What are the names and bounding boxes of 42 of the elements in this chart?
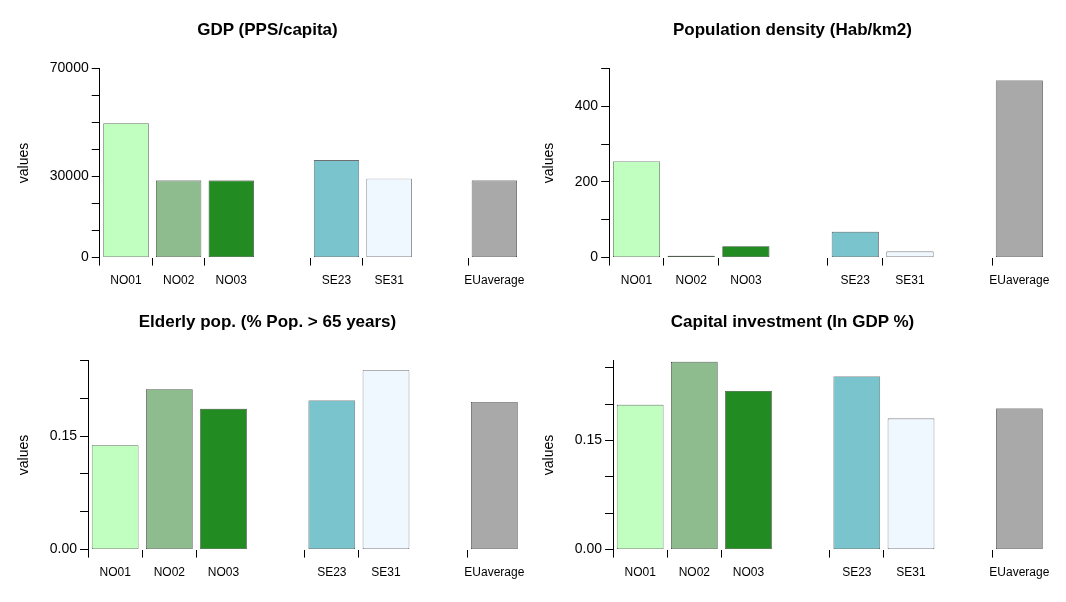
- x-tick-label: NO02: [162, 273, 195, 288]
- x-tick-label: SE23: [321, 273, 352, 288]
- y-tick-label: 0.00: [574, 540, 603, 557]
- y-tick-label: 0.00: [49, 540, 78, 557]
- x-tick-label: EUaverage: [989, 565, 1050, 580]
- x-tick-label: NO03: [207, 565, 240, 580]
- y-axis-title: values: [540, 434, 557, 476]
- x-tick-label: SE31: [374, 273, 405, 288]
- x-tick-label: SE31: [895, 273, 925, 288]
- chart-title: GDP (PPS/capita): [197, 19, 338, 39]
- y-axis-title: values: [540, 142, 557, 184]
- x-tick-label: NO03: [730, 273, 762, 288]
- x-tick-label: SE31: [896, 565, 927, 580]
- x-tick-label: NO01: [99, 565, 132, 580]
- chart-title: Capital investment (In GDP %): [670, 311, 915, 331]
- y-axis-title: values: [15, 142, 32, 184]
- y-tick-label: 0: [590, 248, 599, 265]
- x-tick-label: NO01: [624, 565, 657, 580]
- y-tick-label: 400: [574, 97, 599, 114]
- x-tick-label: SE23: [840, 273, 871, 288]
- y-tick-label: 0.15: [49, 426, 78, 443]
- y-tick-label: 200: [574, 172, 599, 189]
- chart-title: Elderly pop. (% Pop. > 65 years): [138, 311, 397, 331]
- x-tick-label: NO03: [732, 565, 765, 580]
- x-tick-label: SE31: [371, 565, 402, 580]
- x-tick-label: SE23: [317, 565, 347, 580]
- x-tick-label: NO03: [215, 273, 248, 288]
- y-tick-label: 0: [80, 248, 89, 265]
- x-tick-label: SE23: [842, 565, 872, 580]
- x-tick-label: EUaverage: [989, 273, 1050, 288]
- y-tick-label: 30000: [49, 167, 89, 184]
- y-axis-title: values: [15, 434, 32, 476]
- chart-title: Population density (Hab/km2): [673, 19, 912, 39]
- x-tick-label: NO01: [620, 273, 653, 288]
- x-tick-label: NO02: [153, 565, 186, 580]
- x-tick-label: NO02: [678, 565, 711, 580]
- y-tick-label: 70000: [49, 59, 89, 76]
- x-tick-label: EUaverage: [464, 273, 525, 288]
- y-tick-label: 0.15: [574, 431, 603, 448]
- x-tick-label: NO01: [110, 273, 143, 288]
- x-tick-label: EUaverage: [464, 565, 525, 580]
- x-tick-label: NO02: [675, 273, 708, 288]
